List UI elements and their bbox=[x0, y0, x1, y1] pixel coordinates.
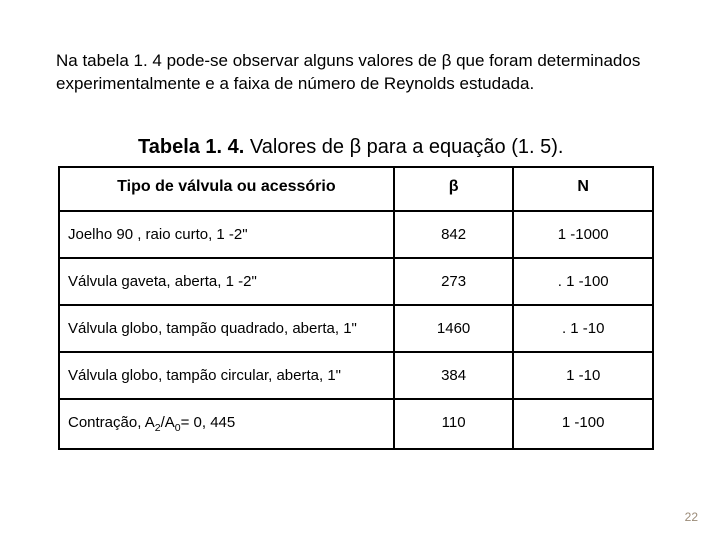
table-row: Contração, A2/A0= 0, 445 110 1 -100 bbox=[59, 399, 653, 449]
col-header-beta: β bbox=[394, 167, 514, 211]
cell-beta: 110 bbox=[394, 399, 514, 449]
table-row: Válvula globo, tampão circular, aberta, … bbox=[59, 352, 653, 399]
col-header-n: N bbox=[513, 167, 653, 211]
cell-desc: Contração, A2/A0= 0, 445 bbox=[59, 399, 394, 449]
cell-beta: 384 bbox=[394, 352, 514, 399]
cell-desc: Válvula globo, tampão circular, aberta, … bbox=[59, 352, 394, 399]
cell-desc: Válvula gaveta, aberta, 1 -2" bbox=[59, 258, 394, 305]
page-number: 22 bbox=[685, 510, 698, 524]
col-header-tipo: Tipo de válvula ou acessório bbox=[59, 167, 394, 211]
cell-beta: 842 bbox=[394, 211, 514, 258]
table-header-row: Tipo de válvula ou acessório β N bbox=[59, 167, 653, 211]
cell-n: 1 -10 bbox=[513, 352, 653, 399]
caption-rest: Valores de β para a equação (1. 5). bbox=[244, 136, 563, 158]
table-caption: Tabela 1. 4. Valores de β para a equação… bbox=[138, 134, 664, 160]
cell-n: . 1 -10 bbox=[513, 305, 653, 352]
cell-beta: 1460 bbox=[394, 305, 514, 352]
cell-n: . 1 -100 bbox=[513, 258, 653, 305]
table-row: Válvula gaveta, aberta, 1 -2" 273 . 1 -1… bbox=[59, 258, 653, 305]
beta-values-table: Tipo de válvula ou acessório β N Joelho … bbox=[58, 166, 654, 450]
cell-n: 1 -100 bbox=[513, 399, 653, 449]
caption-bold: Tabela 1. 4. bbox=[138, 136, 244, 158]
cell-beta: 273 bbox=[394, 258, 514, 305]
cell-n: 1 -1000 bbox=[513, 211, 653, 258]
cell-desc: Válvula globo, tampão quadrado, aberta, … bbox=[59, 305, 394, 352]
table-row: Válvula globo, tampão quadrado, aberta, … bbox=[59, 305, 653, 352]
table-row: Joelho 90 , raio curto, 1 -2" 842 1 -100… bbox=[59, 211, 653, 258]
intro-paragraph: Na tabela 1. 4 pode-se observar alguns v… bbox=[56, 50, 664, 96]
cell-desc: Joelho 90 , raio curto, 1 -2" bbox=[59, 211, 394, 258]
